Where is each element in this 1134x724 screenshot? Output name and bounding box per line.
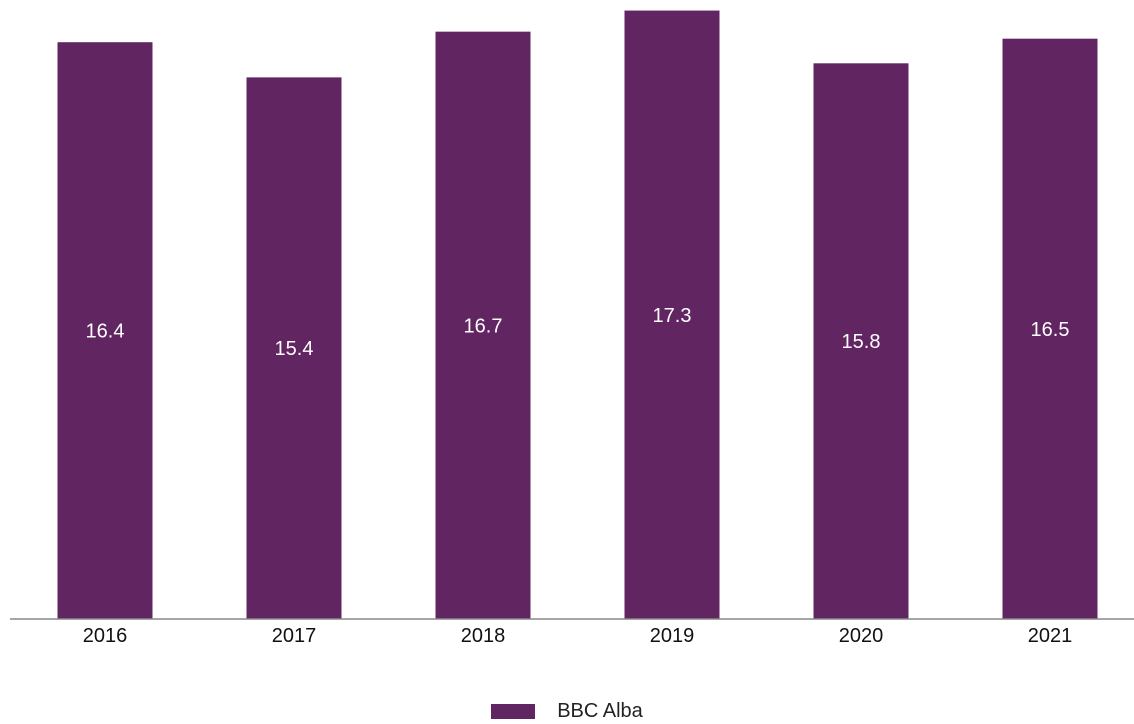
bar-2016 <box>57 42 153 620</box>
bar-2021 <box>1002 38 1098 619</box>
x-tick-label-2017: 2017 <box>272 625 317 647</box>
x-tick-label-2020: 2020 <box>839 625 884 647</box>
bar-2020 <box>813 63 909 619</box>
bar-value-label-2017: 15.4 <box>275 338 314 360</box>
bars-group <box>57 10 1098 620</box>
bar-value-label-2018: 16.7 <box>464 315 503 337</box>
x-tick-label-2021: 2021 <box>1028 625 1073 647</box>
x-tick-label-2018: 2018 <box>461 625 506 647</box>
legend: BBC Alba <box>0 700 1134 723</box>
bar-2019 <box>624 10 720 619</box>
bar-value-label-2019: 17.3 <box>653 305 692 327</box>
bar-value-label-2021: 16.5 <box>1031 319 1070 341</box>
bar-chart: 16.415.416.7 17.315.816.5 2016 2017 2018 201… <box>10 10 1134 647</box>
bar-value-label-2016: 16.4 <box>86 321 125 343</box>
bar-2017 <box>246 77 342 619</box>
bar-labels-group: 16.4 15.4 16.7 17.3 15.8 16.5 <box>86 305 1070 360</box>
bar-2018 <box>435 31 531 620</box>
legend-swatch <box>491 704 536 719</box>
legend-label: BBC Alba <box>557 700 643 722</box>
x-tick-label-2016: 2016 <box>83 625 128 647</box>
x-tick-label-2019: 2019 <box>650 625 695 647</box>
bar-value-label-2020: 15.8 <box>842 331 881 353</box>
x-tick-labels-group: 2016 2017 2018 2019 2020 2021 <box>83 625 1073 647</box>
